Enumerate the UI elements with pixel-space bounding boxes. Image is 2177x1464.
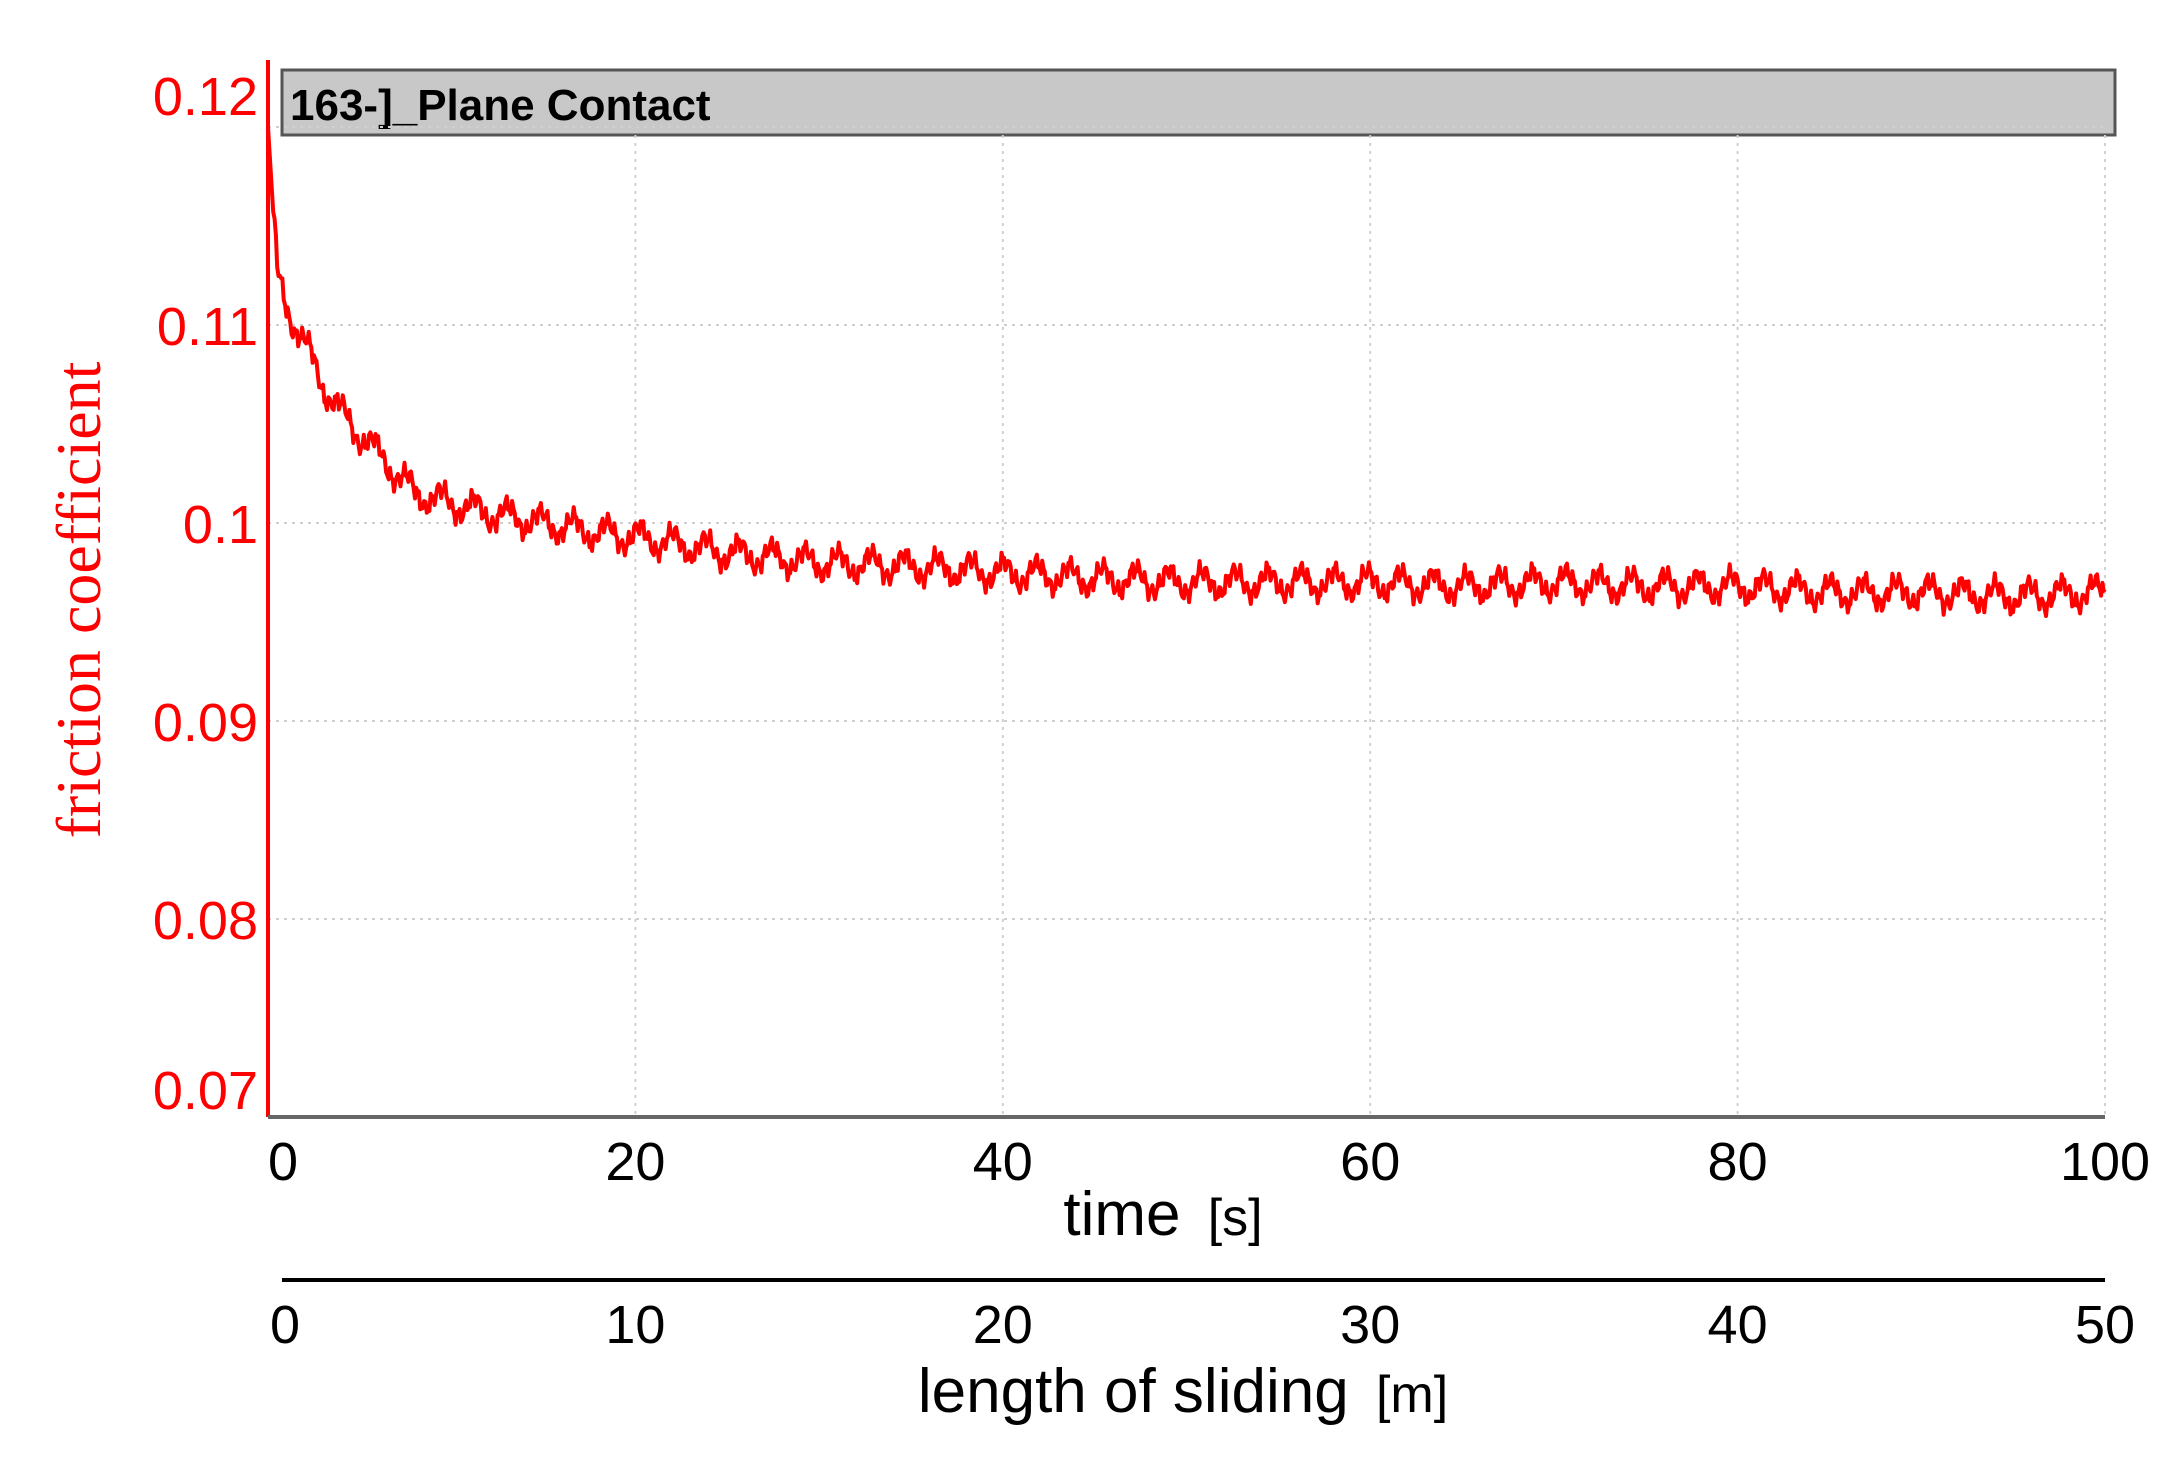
- y-tick-label: 0.1: [183, 495, 258, 555]
- x2-tick-label: 40: [1708, 1295, 1768, 1355]
- x2-axis-label: length of sliding [m]: [918, 1357, 1448, 1426]
- x-axis-label-unit: [s]: [1208, 1189, 1263, 1247]
- x2-tick-label: 0: [270, 1295, 300, 1355]
- x2-axis-label-name: length of sliding: [918, 1357, 1349, 1426]
- friction-series-line: [266, 126, 2107, 618]
- y-tick-label: 0.07: [153, 1061, 258, 1121]
- x-tick-label: 100: [2060, 1132, 2150, 1192]
- y-tick-label: 0.09: [153, 693, 258, 753]
- title-bar: [280, 68, 2117, 137]
- x-axis-label-name: time: [1063, 1180, 1180, 1249]
- x-tick-labels: 0 20 40 60 80 100: [268, 1132, 2150, 1192]
- chart-title: 163-]_Plane Contact: [290, 81, 711, 130]
- x-tick-label: 20: [605, 1132, 665, 1192]
- y-tick-labels: 0.07 0.08 0.09 0.1 0.11 0.12: [153, 67, 258, 1121]
- x2-axis-label-unit: [m]: [1376, 1366, 1448, 1424]
- x-axis-label: time [s]: [1063, 1180, 1262, 1249]
- x2-tick-label: 10: [605, 1295, 665, 1355]
- x-tick-label: 0: [268, 1132, 298, 1192]
- x-tick-label: 40: [973, 1132, 1033, 1192]
- x2-tick-label: 20: [973, 1295, 1033, 1355]
- x2-tick-labels: 0 10 20 30 40 50: [270, 1295, 2135, 1355]
- y-tick-label: 0.11: [157, 297, 258, 357]
- y-tick-label: 0.12: [153, 67, 258, 127]
- x2-tick-label: 30: [1340, 1295, 1400, 1355]
- y-axis-label: friction coefficient: [43, 361, 114, 838]
- x2-tick-label: 50: [2075, 1295, 2135, 1355]
- y-tick-label: 0.08: [153, 891, 258, 951]
- x-tick-label: 60: [1340, 1132, 1400, 1192]
- axes: [266, 60, 2105, 1282]
- grid-lines: [268, 126, 2106, 1117]
- x-tick-label: 80: [1708, 1132, 1768, 1192]
